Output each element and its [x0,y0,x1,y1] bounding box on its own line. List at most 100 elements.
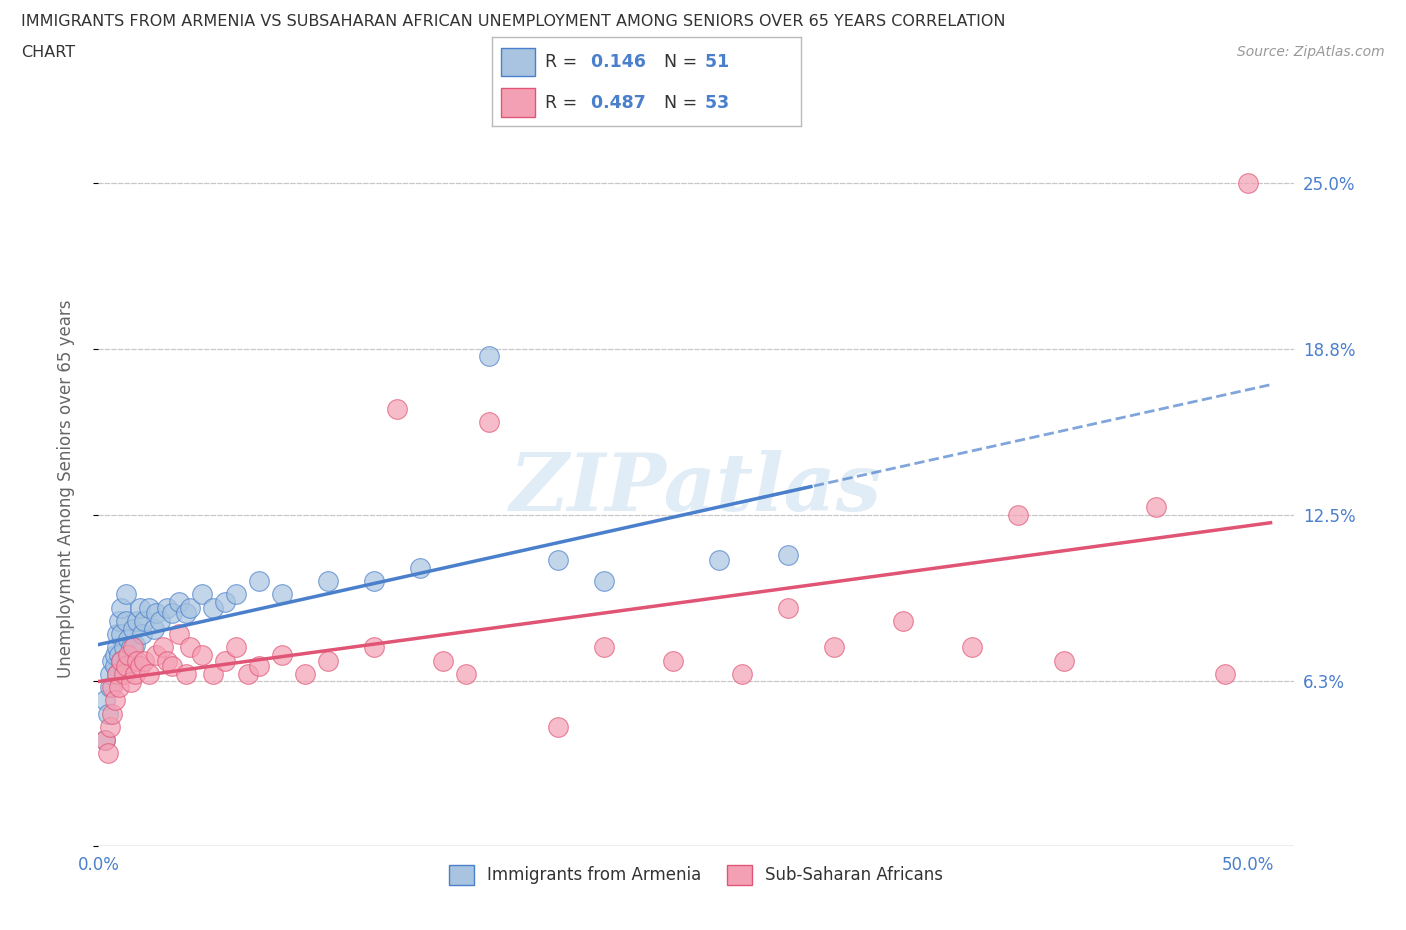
Point [110,653,132,668]
Point [94,733,117,748]
Point [547,552,569,567]
Point [214,595,236,610]
Text: R =: R = [544,53,576,71]
Point [128,600,150,615]
Point [105,640,128,655]
Bar [502,47,536,76]
Point [115,587,138,602]
Point [156,653,179,668]
Point [94,733,117,748]
Point [134,614,156,629]
Point [316,653,339,668]
Point [103,658,125,673]
Point [363,574,385,589]
Point [432,653,454,668]
Point [98,680,121,695]
Point [363,640,385,655]
Point [110,627,132,642]
Point [110,600,132,615]
Point [120,640,142,655]
Point [247,574,270,589]
Point [112,640,135,655]
Point [385,401,409,416]
Text: 0.146: 0.146 [585,53,645,71]
Point [117,632,139,647]
Point [456,667,478,682]
Point [94,693,117,708]
Point [547,720,569,735]
Point [160,658,183,673]
Text: ZIPatlas: ZIPatlas [510,449,882,527]
Point [1007,508,1029,523]
Point [101,706,124,721]
Point [960,640,983,655]
Point [142,621,165,636]
Point [115,658,138,673]
Point [127,614,149,629]
Point [1144,499,1167,514]
Point [145,605,167,620]
Point [124,637,146,652]
Point [478,415,501,430]
Point [122,621,145,636]
Point [409,561,432,576]
Point [103,648,125,663]
Point [105,627,128,642]
Point [1053,653,1076,668]
Point [127,653,149,668]
Point [108,680,131,695]
Point [110,653,132,668]
Point [174,605,197,620]
Point [167,627,190,642]
Point [776,600,799,615]
Point [202,667,225,682]
Point [225,640,247,655]
Point [823,640,845,655]
Point [731,667,754,682]
Point [128,658,150,673]
Point [662,653,685,668]
Point [891,614,914,629]
Point [1236,176,1258,191]
Legend: Immigrants from Armenia, Sub-Saharan Africans: Immigrants from Armenia, Sub-Saharan Afr… [443,858,949,892]
Point [101,653,124,668]
Text: CHART: CHART [21,45,75,60]
Point [122,640,145,655]
Point [225,587,247,602]
Point [160,605,183,620]
Point [134,653,156,668]
Point [156,600,179,615]
Point [174,667,197,682]
Point [776,547,799,562]
Point [105,667,128,682]
Point [108,648,131,663]
Point [214,653,236,668]
Point [120,674,142,689]
Point [202,600,225,615]
Bar [502,88,536,117]
Point [145,648,167,663]
Text: N =: N = [652,53,697,71]
Point [105,667,128,682]
Point [1213,667,1236,682]
Point [149,614,172,629]
Point [179,600,201,615]
Point [316,574,339,589]
Text: 53: 53 [699,94,730,112]
Point [112,667,135,682]
Point [236,667,259,682]
Point [131,627,153,642]
Point [191,648,214,663]
Point [117,648,139,663]
Point [179,640,201,655]
Text: R =: R = [544,94,576,112]
Text: 51: 51 [699,53,730,71]
Point [124,667,146,682]
Text: 0.487: 0.487 [585,94,645,112]
Point [108,614,131,629]
Point [152,640,174,655]
Point [167,595,190,610]
Point [97,706,120,721]
Point [138,600,160,615]
Point [593,640,616,655]
